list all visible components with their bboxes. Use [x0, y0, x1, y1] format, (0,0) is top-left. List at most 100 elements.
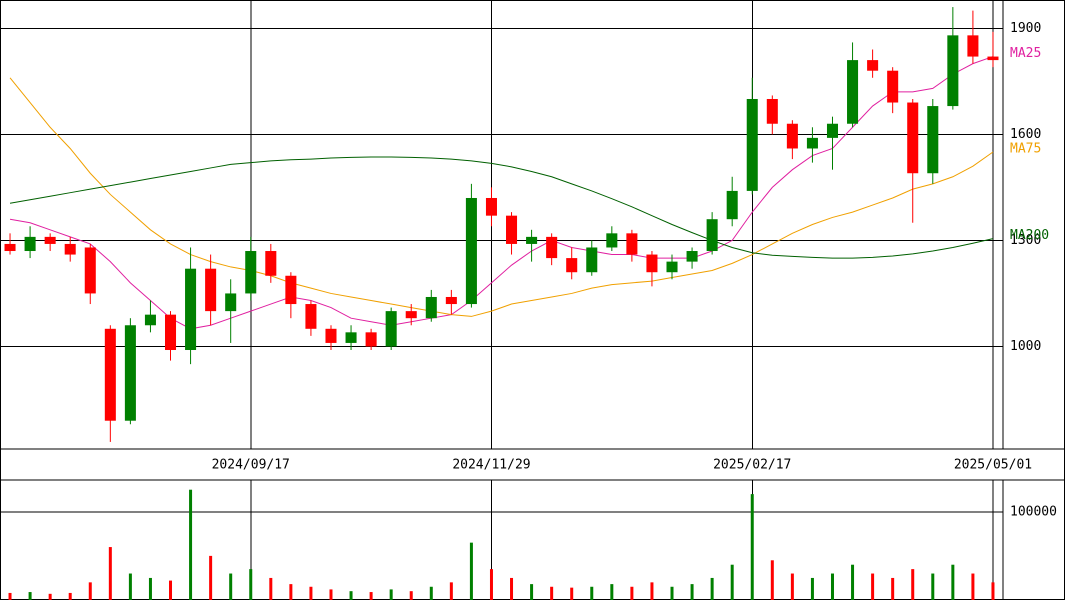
volume-bar — [670, 586, 674, 600]
y-tick-label: 1000 — [1010, 339, 1041, 354]
candle-body — [606, 233, 618, 248]
volume-bar — [830, 573, 834, 600]
volume-bar — [489, 569, 493, 600]
candle-body — [445, 296, 457, 305]
volume-bar — [349, 591, 353, 600]
candle-body — [967, 35, 979, 57]
candle-body — [305, 304, 317, 329]
candle-body — [44, 236, 56, 244]
candle-body — [566, 258, 578, 273]
x-tick-label: 2025/05/01 — [954, 458, 1032, 473]
candle-body — [24, 236, 36, 252]
volume-bar — [469, 542, 473, 600]
ma-label: MA75 — [1010, 142, 1041, 157]
ma-label: MA25 — [1010, 46, 1041, 61]
volume-bar — [510, 577, 514, 600]
candle-body — [526, 236, 538, 244]
candle-body — [245, 251, 257, 294]
candle-body — [465, 197, 477, 305]
candle-body — [826, 123, 839, 138]
volume-bar — [630, 586, 634, 600]
candle-body — [686, 251, 698, 262]
volume-bar — [409, 591, 413, 600]
volume-tick-label: 100000 — [1010, 504, 1057, 519]
volume-bar — [530, 584, 534, 600]
candle-body — [365, 332, 377, 347]
volume-bar — [851, 564, 855, 600]
candle-body — [506, 215, 518, 244]
volume-bar — [770, 560, 774, 600]
ma-line — [9, 56, 994, 330]
volume-bar — [128, 573, 132, 600]
x-tick-label: 2024/09/17 — [212, 458, 290, 473]
candle-body — [144, 314, 156, 326]
y-tick-label: 1600 — [1010, 127, 1041, 142]
candle-body — [746, 98, 758, 191]
candle-body — [706, 219, 718, 252]
candle-body — [124, 325, 136, 421]
volume-bar — [148, 577, 152, 600]
candle-body — [104, 328, 116, 421]
candle-body — [84, 247, 96, 294]
volume-bar — [750, 494, 754, 600]
volume-bar — [88, 582, 92, 600]
volume-bar — [249, 569, 253, 600]
volume-bar — [209, 555, 213, 600]
candle-body — [646, 254, 658, 273]
volume-bar — [590, 586, 594, 600]
volume-bar — [369, 592, 373, 600]
volume-bar — [710, 577, 714, 600]
candle-body — [586, 247, 598, 273]
candle-body — [285, 275, 297, 305]
volume-bar — [790, 573, 794, 600]
y-tick-label: 1300 — [1010, 233, 1041, 248]
volume-bar — [991, 582, 995, 600]
volume-bar — [8, 592, 12, 600]
volume-bar — [730, 564, 734, 600]
volume-bar — [28, 592, 32, 600]
y-tick-label: 1900 — [1010, 21, 1041, 36]
volume-bar — [871, 573, 875, 600]
volume-bar — [169, 580, 173, 600]
volume-bar — [48, 593, 52, 600]
candle-body — [265, 251, 277, 276]
volume-bar — [309, 586, 313, 600]
candle-body — [385, 311, 397, 347]
candle-body — [546, 236, 558, 259]
candle-body — [867, 60, 879, 71]
volume-bar — [449, 582, 453, 600]
candle-body — [485, 197, 497, 216]
volume-bar — [269, 577, 273, 600]
candle-body — [726, 190, 738, 220]
candle-body — [225, 293, 237, 312]
candle-body — [666, 261, 678, 273]
x-tick-label: 2024/11/29 — [452, 458, 530, 473]
volume-bar — [550, 586, 554, 600]
candle-body — [425, 296, 437, 319]
candle-body — [786, 123, 798, 149]
x-tick-label: 2025/02/17 — [713, 458, 791, 473]
candle-body — [185, 268, 197, 351]
volume-bar — [650, 582, 654, 600]
candle-body — [64, 243, 76, 255]
volume-bar — [389, 589, 393, 600]
volume-bar — [289, 584, 293, 600]
ma-line — [9, 77, 994, 317]
candle-body — [907, 102, 919, 174]
candle-body — [626, 233, 638, 255]
volume-bar — [971, 573, 975, 600]
candle-body — [164, 314, 177, 351]
volume-bar — [891, 577, 895, 600]
volume-bar — [189, 489, 193, 600]
candle-body — [987, 56, 999, 61]
ma-line — [9, 156, 994, 259]
candle-body — [4, 243, 16, 252]
candle-body — [345, 332, 357, 343]
volume-bar — [229, 573, 233, 600]
volume-bar — [810, 577, 814, 600]
candle-body — [205, 268, 217, 312]
volume-bar — [690, 584, 694, 600]
candle-body — [947, 35, 959, 107]
volume-bar — [108, 547, 112, 600]
